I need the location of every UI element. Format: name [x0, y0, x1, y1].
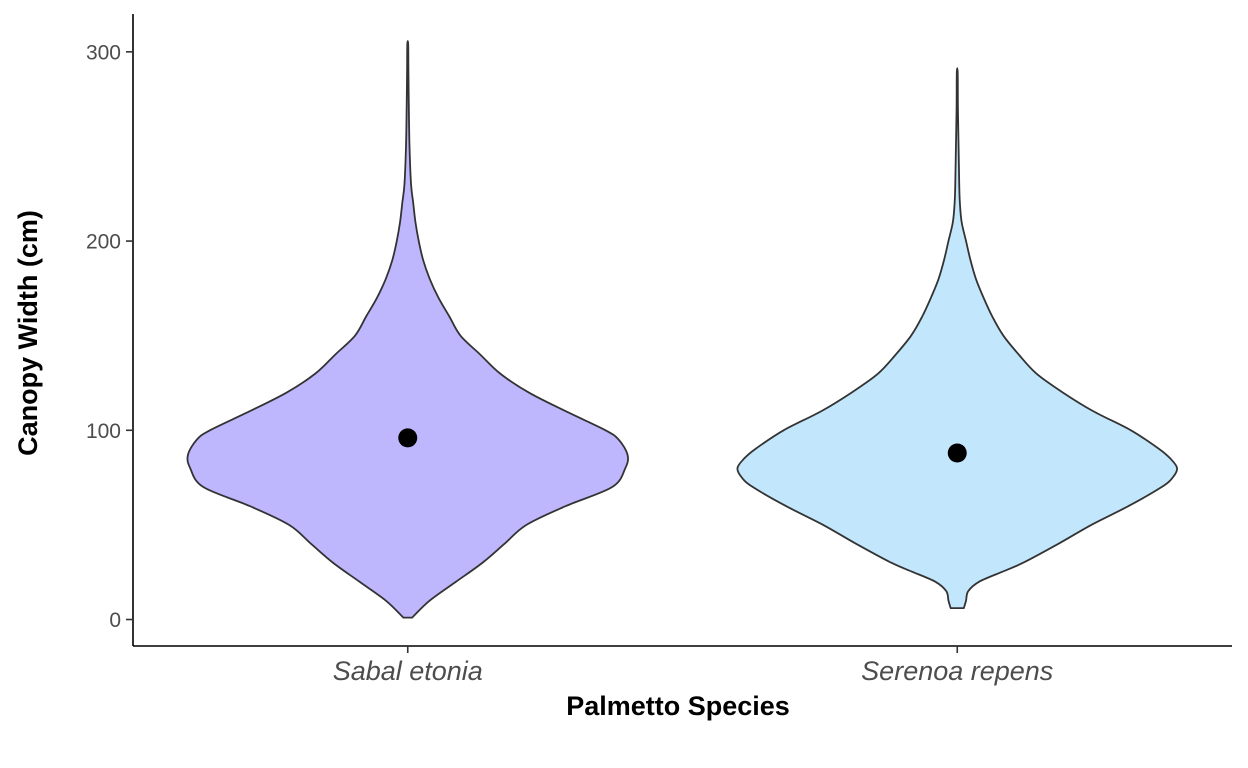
x-axis-title: Palmetto Species: [566, 691, 790, 721]
mean-point-sabal-etonia: [398, 428, 418, 448]
x-ticks-layer: Sabal etonia Serenoa repens: [333, 646, 1053, 686]
x-tick-label: Sabal etonia: [333, 656, 483, 686]
x-tick-label: Serenoa repens: [861, 656, 1053, 686]
mean-point-serenoa-repens: [947, 443, 967, 463]
y-tick-label: 100: [86, 420, 121, 443]
mean-points-layer: [398, 428, 967, 463]
y-tick-label: 0: [109, 609, 121, 632]
violin-sabal-etonia: [186, 40, 629, 619]
y-ticks-layer: 0 100 200 300: [86, 41, 133, 632]
violin-serenoa-repens: [736, 67, 1178, 610]
violin-layer: [186, 40, 1178, 619]
y-axis-title: Canopy Width (cm): [13, 210, 43, 456]
y-tick-label: 200: [86, 231, 121, 254]
y-tick-label: 300: [86, 41, 121, 64]
